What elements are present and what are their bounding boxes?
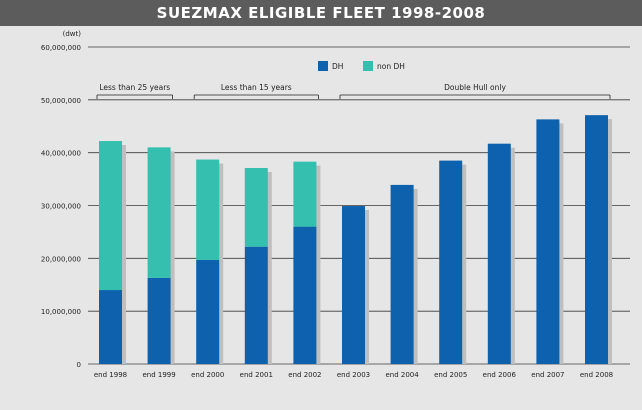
bar-non-dh (196, 159, 220, 260)
bar-dh (99, 290, 122, 364)
bar-dh (196, 259, 220, 364)
bar-non-dh (147, 147, 171, 278)
annotation-label: Less than 25 years (99, 83, 170, 92)
legend: DH non DH (318, 61, 405, 71)
x-tick-label: end 1998 (94, 371, 127, 379)
legend-label: DH (332, 62, 343, 71)
y-tick-label: 50,000,000 (41, 97, 81, 105)
y-tick-label: 60,000,000 (41, 44, 81, 52)
x-tick-label: end 1999 (142, 371, 175, 379)
legend-label: non DH (377, 62, 405, 71)
y-axis-label: (dwt) (63, 30, 82, 38)
bar-non-dh (293, 161, 317, 227)
bar-dh (293, 226, 317, 364)
x-tick-label: end 2005 (434, 371, 467, 379)
bar-dh (147, 277, 171, 364)
chart-title: SUEZMAX ELIGIBLE FLEET 1998-2008 (156, 4, 486, 22)
annotations-layer: Less than 25 years Less than 15 years Doub… (96, 83, 611, 99)
bar-non-dh (99, 141, 122, 291)
y-tick-label: 10,000,000 (41, 308, 81, 316)
x-tick-label: end 2000 (191, 371, 224, 379)
bar-dh (244, 246, 268, 364)
bar-dh (585, 115, 608, 364)
axes-layer: 0 10,000,000 20,000,000 30,000,000 40,000,00… (41, 30, 613, 379)
x-tick-label: end 2003 (337, 371, 370, 379)
bars-layer (99, 115, 612, 364)
legend-swatch (363, 61, 373, 71)
x-tick-label: end 2004 (385, 371, 419, 379)
y-tick-label: 30,000,000 (41, 203, 81, 211)
x-tick-label: end 2007 (531, 371, 564, 379)
legend-swatch (318, 61, 328, 71)
x-tick-label: end 2006 (483, 371, 517, 379)
y-tick-label: 0 (77, 361, 81, 369)
bar-dh (439, 160, 463, 364)
bar-dh (342, 206, 365, 364)
x-tick-label: end 2008 (580, 371, 613, 379)
x-tick-label: end 2002 (288, 371, 321, 379)
y-tick-label: 40,000,000 (41, 150, 81, 158)
x-tick-label: end 2001 (240, 371, 273, 379)
annotation-label: Double Hull only (444, 83, 506, 92)
bar-dh (487, 143, 511, 364)
bar-dh (390, 184, 414, 364)
title-bar: SUEZMAX ELIGIBLE FLEET 1998-2008 (0, 0, 642, 26)
bar-dh (536, 119, 560, 364)
annotation-label: Less than 15 years (221, 83, 292, 92)
bar-non-dh (244, 167, 268, 247)
y-tick-label: 20,000,000 (41, 255, 81, 263)
